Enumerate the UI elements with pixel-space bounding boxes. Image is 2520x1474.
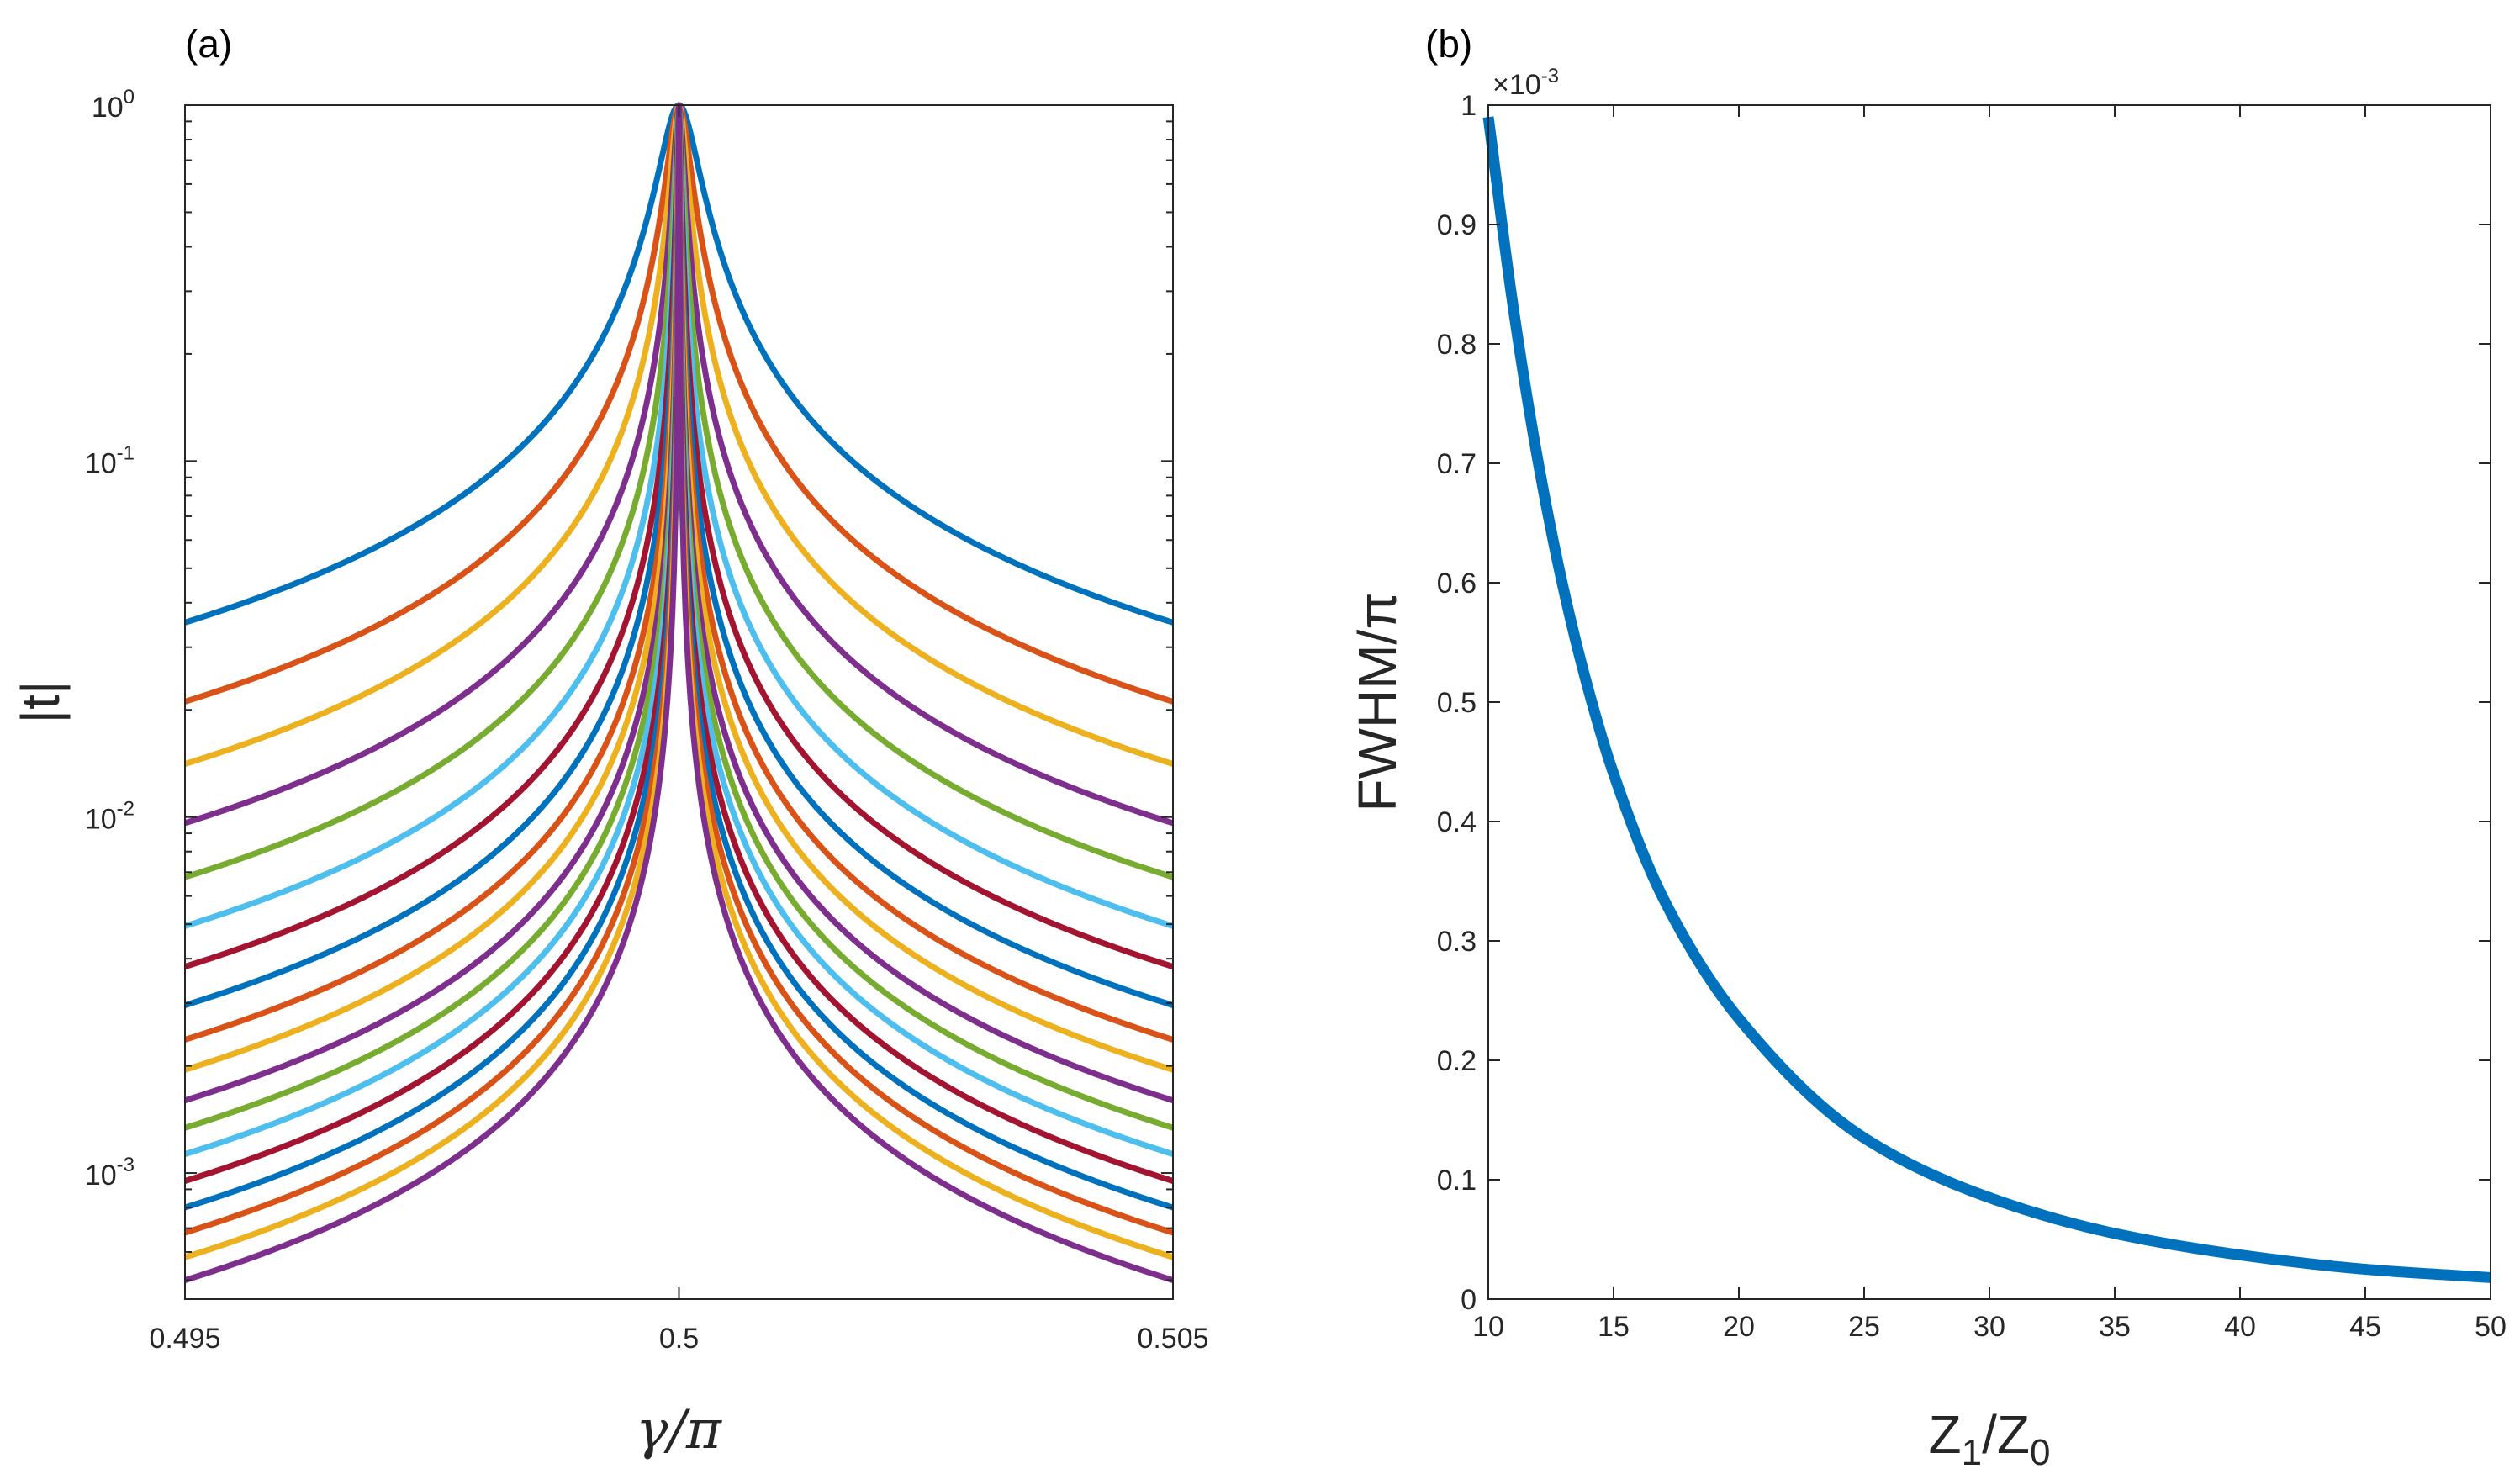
y-tick-label: 0.7 [1437, 448, 1477, 480]
x-tick-label: 40 [2224, 1311, 2256, 1343]
x-tick-label: 0.505 [1137, 1323, 1208, 1355]
y-tick-label: 10-2 [85, 798, 135, 836]
y-tick-label: 0 [1461, 1284, 1477, 1316]
panel-a-ylabel: |t| [10, 680, 71, 723]
panel-b-ticks: 0 0.1 0.2 0.3 0.4 0.5 0.6 0.7 0.8 0.9 1 10 15 20 25 30 3… [1437, 90, 2507, 1343]
panel-a-ticks: 100 10-1 10-2 10-3 0.495 0.5 0.505 [85, 86, 1209, 1355]
panel-a-curves [183, 102, 1175, 1283]
panel-b-xlabel: Z1/Z0 [1929, 1404, 2051, 1473]
y-tick-label: 0.9 [1437, 209, 1477, 241]
panel-b-label: (b) [1425, 22, 1472, 66]
panel-b-axes-box [1487, 104, 2491, 1300]
x-tick-label: 25 [1848, 1311, 1880, 1343]
y-tick-label: 0.2 [1437, 1045, 1477, 1077]
x-tick-label: 0.5 [659, 1323, 699, 1355]
y-tick-label: 0.1 [1437, 1165, 1477, 1197]
fwhm-line [1482, 116, 2493, 1283]
x-tick-label: 45 [2349, 1311, 2381, 1343]
y-tick-label: 10-3 [85, 1154, 135, 1191]
y-tick-label: 0.5 [1437, 687, 1477, 719]
y-tick-label: 100 [92, 86, 135, 124]
panel-b-multiplier: ×10-3 [1492, 65, 1559, 101]
x-tick-label: 0.495 [149, 1323, 220, 1355]
y-tick-label: 0.8 [1437, 329, 1477, 361]
x-tick-label: 10 [1472, 1311, 1504, 1343]
panel-a-label: (a) [185, 22, 232, 66]
y-tick-label: 0.4 [1437, 806, 1477, 838]
series-line-18 [183, 102, 1175, 1283]
x-tick-label: 50 [2475, 1311, 2507, 1343]
x-tick-label: 20 [1723, 1311, 1755, 1343]
panel-b: (b) 0 0.1 0.2 0.3 0.4 0.5 0.6 0.7 0.8 0.9 1 10 15 20 2… [1347, 22, 2507, 1473]
panel-a-xlabel: γ/π [636, 1399, 722, 1461]
panel-b-curves [1482, 116, 2493, 1283]
panel-a: (a) 100 10-1 10-2 10-3 0.495 0.5 0.505 γ/π |t| [10, 22, 1209, 1461]
y-tick-label: 0.6 [1437, 568, 1477, 600]
x-tick-label: 30 [1973, 1311, 2005, 1343]
y-tick-label: 10-1 [85, 441, 135, 479]
y-tick-label: 0.3 [1437, 926, 1477, 958]
x-tick-label: 15 [1598, 1311, 1630, 1343]
panel-b-ylabel: FWHM/π [1347, 593, 1408, 812]
x-tick-label: 35 [2099, 1311, 2131, 1343]
y-tick-label: 1 [1461, 90, 1477, 122]
